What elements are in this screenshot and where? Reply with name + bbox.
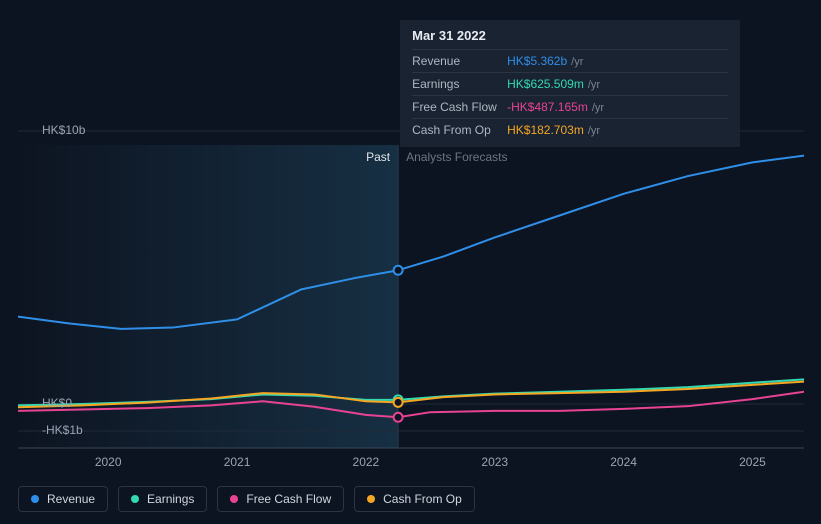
tooltip-row-unit: /yr	[588, 79, 600, 91]
y-axis-label: HK$10b	[42, 123, 85, 137]
y-axis-label: HK$0	[42, 396, 72, 410]
y-axis-label: -HK$1b	[42, 423, 83, 437]
x-axis-label: 2023	[481, 455, 508, 469]
tooltip-row-unit: /yr	[571, 56, 583, 68]
tooltip-row-label: Free Cash Flow	[412, 100, 507, 114]
x-axis-label: 2021	[224, 455, 251, 469]
x-axis-label: 2024	[610, 455, 637, 469]
tooltip-row-label: Earnings	[412, 77, 507, 91]
series-line-revenue	[18, 156, 804, 329]
x-axis-label: 2025	[739, 455, 766, 469]
past-section-label: Past	[366, 150, 390, 164]
chart-legend: Revenue Earnings Free Cash Flow Cash From O…	[18, 486, 475, 512]
tooltip-row-label: Cash From Op	[412, 123, 507, 137]
series-marker-fcf	[394, 413, 403, 422]
tooltip-date: Mar 31 2022	[412, 28, 728, 43]
tooltip-row-value: -HK$487.165m	[507, 100, 588, 114]
legend-item-revenue[interactable]: Revenue	[18, 486, 108, 512]
tooltip-row-value: HK$5.362b	[507, 54, 567, 68]
legend-item-fcf[interactable]: Free Cash Flow	[217, 486, 344, 512]
tooltip-row: Cash From OpHK$182.703m/yr	[412, 118, 728, 141]
legend-label: Free Cash Flow	[246, 492, 331, 506]
series-line-cfo	[18, 382, 804, 408]
tooltip-row-label: Revenue	[412, 54, 507, 68]
tooltip-row: RevenueHK$5.362b/yr	[412, 49, 728, 72]
x-axis-label: 2020	[95, 455, 122, 469]
x-axis-label: 2022	[353, 455, 380, 469]
legend-dot-icon	[230, 495, 238, 503]
forecast-section-label: Analysts Forecasts	[406, 150, 507, 164]
series-marker-cfo	[394, 398, 403, 407]
tooltip-row-unit: /yr	[592, 102, 604, 114]
legend-label: Cash From Op	[383, 492, 462, 506]
series-line-fcf	[18, 392, 804, 418]
legend-label: Revenue	[47, 492, 95, 506]
tooltip-row-unit: /yr	[588, 125, 600, 137]
legend-dot-icon	[367, 495, 375, 503]
series-marker-revenue	[394, 266, 403, 275]
tooltip-row: EarningsHK$625.509m/yr	[412, 72, 728, 95]
legend-dot-icon	[31, 495, 39, 503]
legend-item-earnings[interactable]: Earnings	[118, 486, 207, 512]
legend-label: Earnings	[147, 492, 194, 506]
chart-tooltip: Mar 31 2022 RevenueHK$5.362b/yrEarningsH…	[400, 20, 740, 147]
legend-item-cfo[interactable]: Cash From Op	[354, 486, 475, 512]
tooltip-row-value: HK$182.703m	[507, 123, 584, 137]
tooltip-row-value: HK$625.509m	[507, 77, 584, 91]
legend-dot-icon	[131, 495, 139, 503]
tooltip-row: Free Cash Flow-HK$487.165m/yr	[412, 95, 728, 118]
